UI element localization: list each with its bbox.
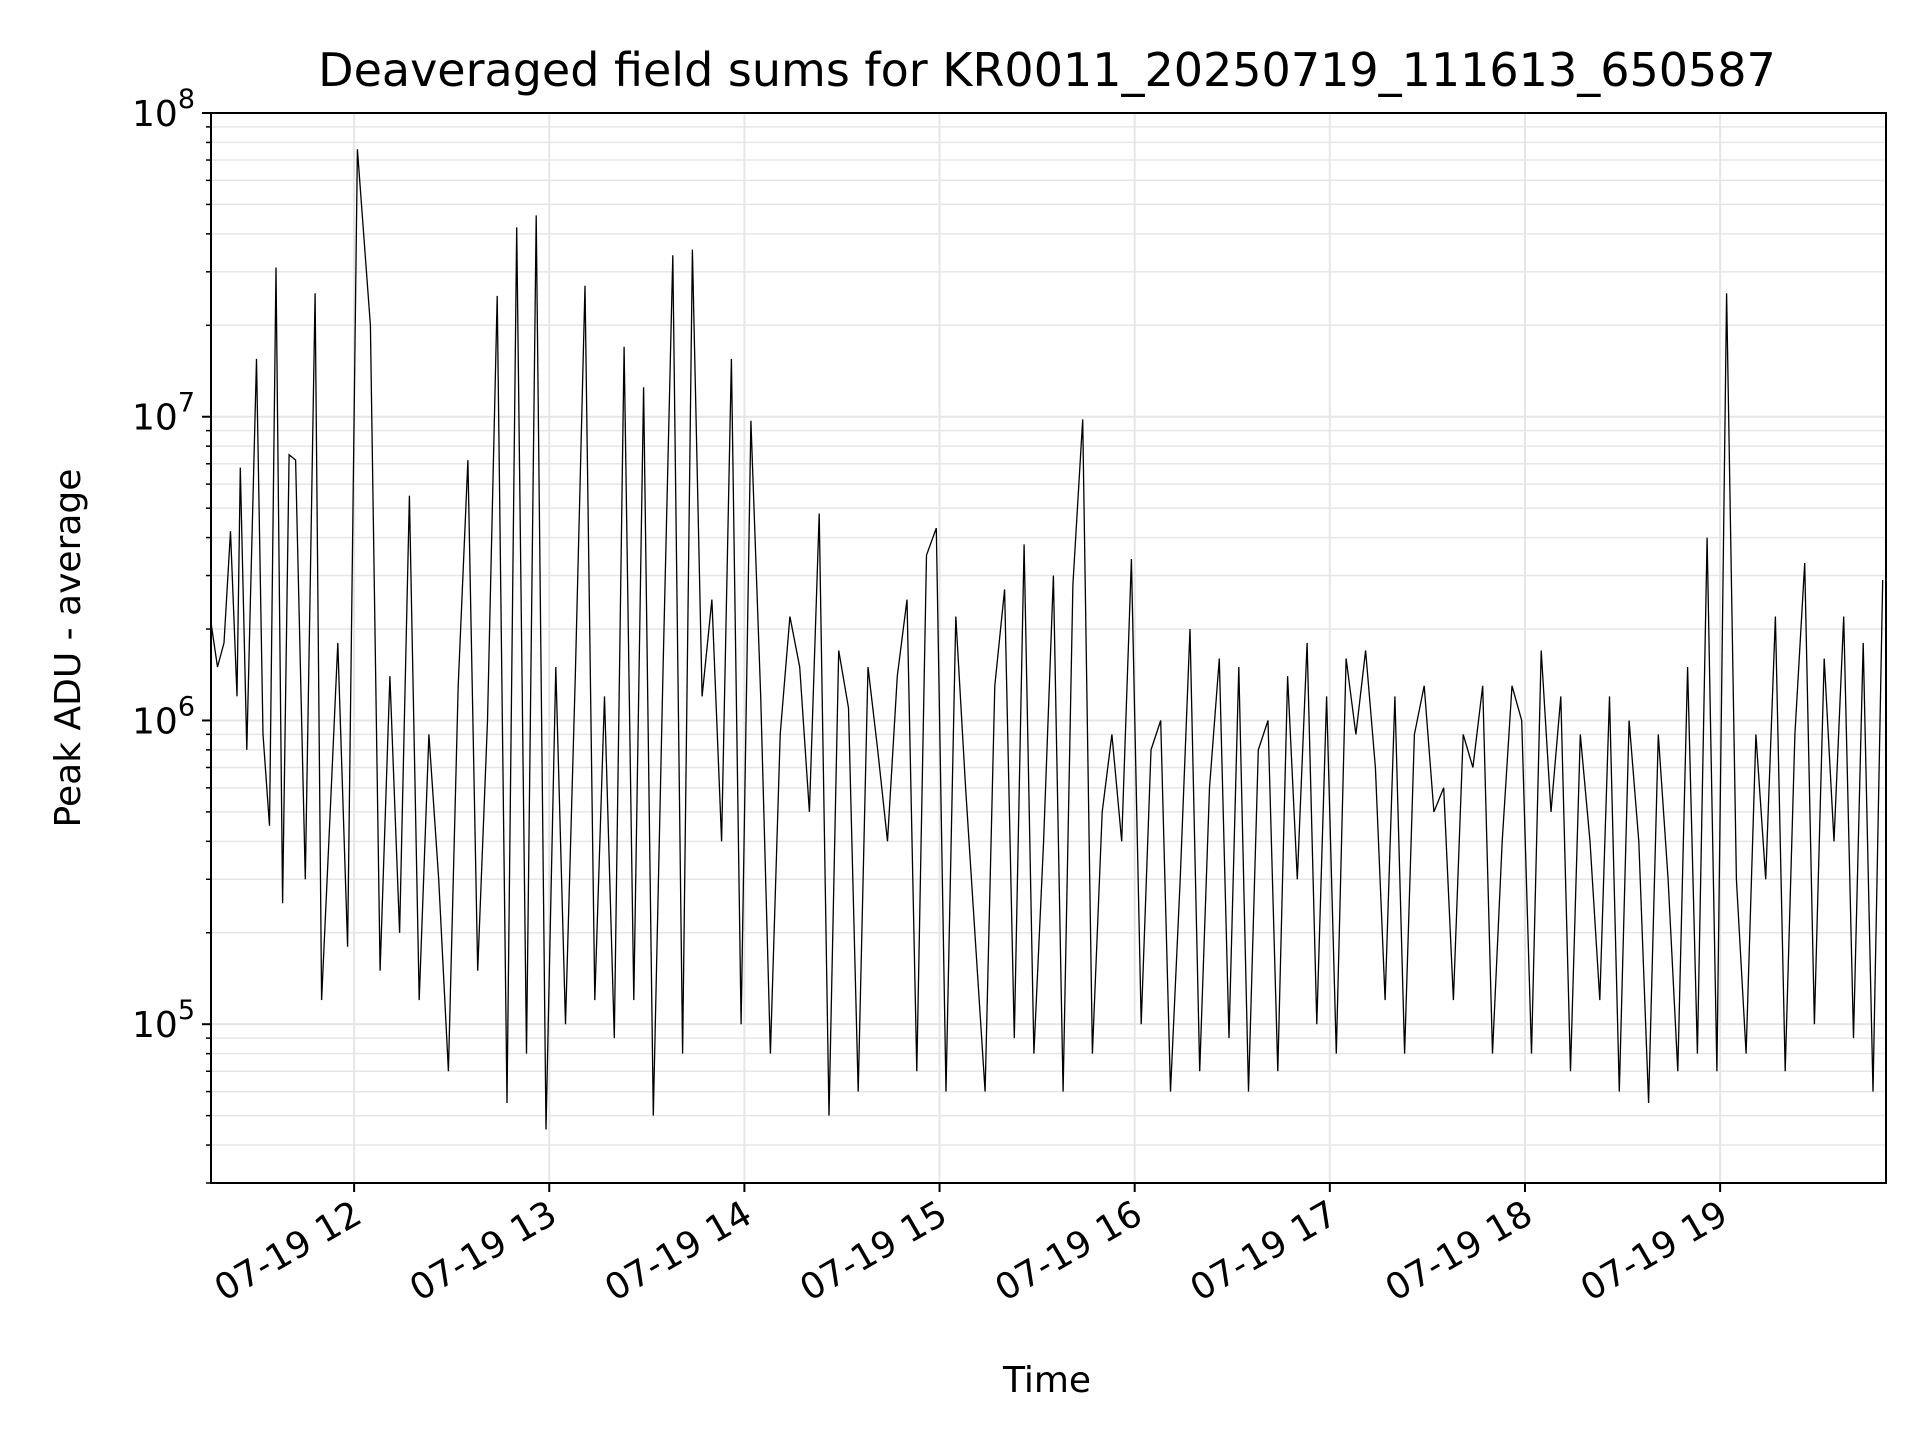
data-series <box>210 149 1884 1130</box>
y-axis-label: Peak ADU - average <box>48 469 89 828</box>
chart-title: Deaveraged field sums for KR0011_2025071… <box>318 43 1776 97</box>
series-line <box>210 149 1884 1130</box>
y-tick-label: 106 <box>132 691 195 742</box>
y-tick-label: 107 <box>132 388 195 439</box>
plot-frame <box>210 112 1887 1184</box>
y-tick-label: 105 <box>132 995 195 1046</box>
y-tick-label: 108 <box>132 84 195 135</box>
x-axis-label: Time <box>1002 1360 1091 1401</box>
